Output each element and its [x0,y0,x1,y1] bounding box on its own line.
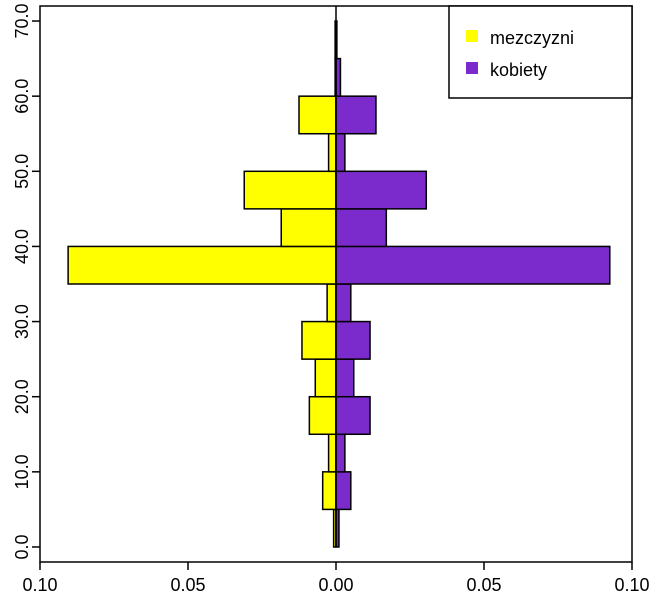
legend-label-mezczyzni: mezczyzni [490,28,574,48]
y-tick-label-6: 60.0 [12,79,32,114]
bar-mezczyzni-55 [298,95,337,135]
bar-kobiety-55 [335,95,377,135]
bar-mezczyzni-45 [243,170,337,210]
y-tick-label-0: 0.0 [12,534,32,559]
bar-kobiety-15 [335,395,371,436]
y-tick-label-7: 70.0 [12,4,32,39]
bar-kobiety-20 [335,358,355,398]
bar-kobiety-5 [335,471,352,511]
y-tick-label-3: 30.0 [12,304,32,339]
y-tick-label-4: 40.0 [12,229,32,264]
y-tick-label-2: 20.0 [12,379,32,414]
x-tick-label-1: 0.05 [170,575,205,595]
bar-kobiety-40 [335,208,388,248]
legend-label-kobiety: kobiety [490,60,547,80]
bar-mezczyzni-30 [326,283,337,323]
legend-box [448,5,633,99]
bar-mezczyzni-35 [67,245,337,285]
bar-kobiety-45 [335,170,428,210]
bar-mezczyzni-15 [308,395,337,436]
x-tick-label-2: 0.00 [318,575,353,595]
y-tick-label-1: 10.0 [12,454,32,489]
x-tick-label-4: 0.10 [614,575,649,595]
bar-kobiety-50 [335,132,346,173]
bar-mezczyzni-40 [280,208,337,248]
y-tick-label-5: 50.0 [12,154,32,189]
bar-kobiety-25 [335,320,371,360]
bar-kobiety-35 [335,245,611,285]
x-tick-label-3: 0.05 [466,575,501,595]
x-tick-label-0: 0.10 [22,575,57,595]
bar-kobiety-30 [335,283,352,323]
legend-swatch-mezczyzni [466,30,478,42]
bar-kobiety-10 [335,433,346,473]
bar-mezczyzni-5 [321,471,337,511]
bar-mezczyzni-50 [327,132,337,173]
legend-swatch-kobiety [466,62,478,74]
bar-mezczyzni-25 [301,320,337,360]
legend: mezczyzni kobiety [448,5,633,99]
bar-mezczyzni-10 [327,433,337,473]
bar-mezczyzni-20 [314,358,337,398]
